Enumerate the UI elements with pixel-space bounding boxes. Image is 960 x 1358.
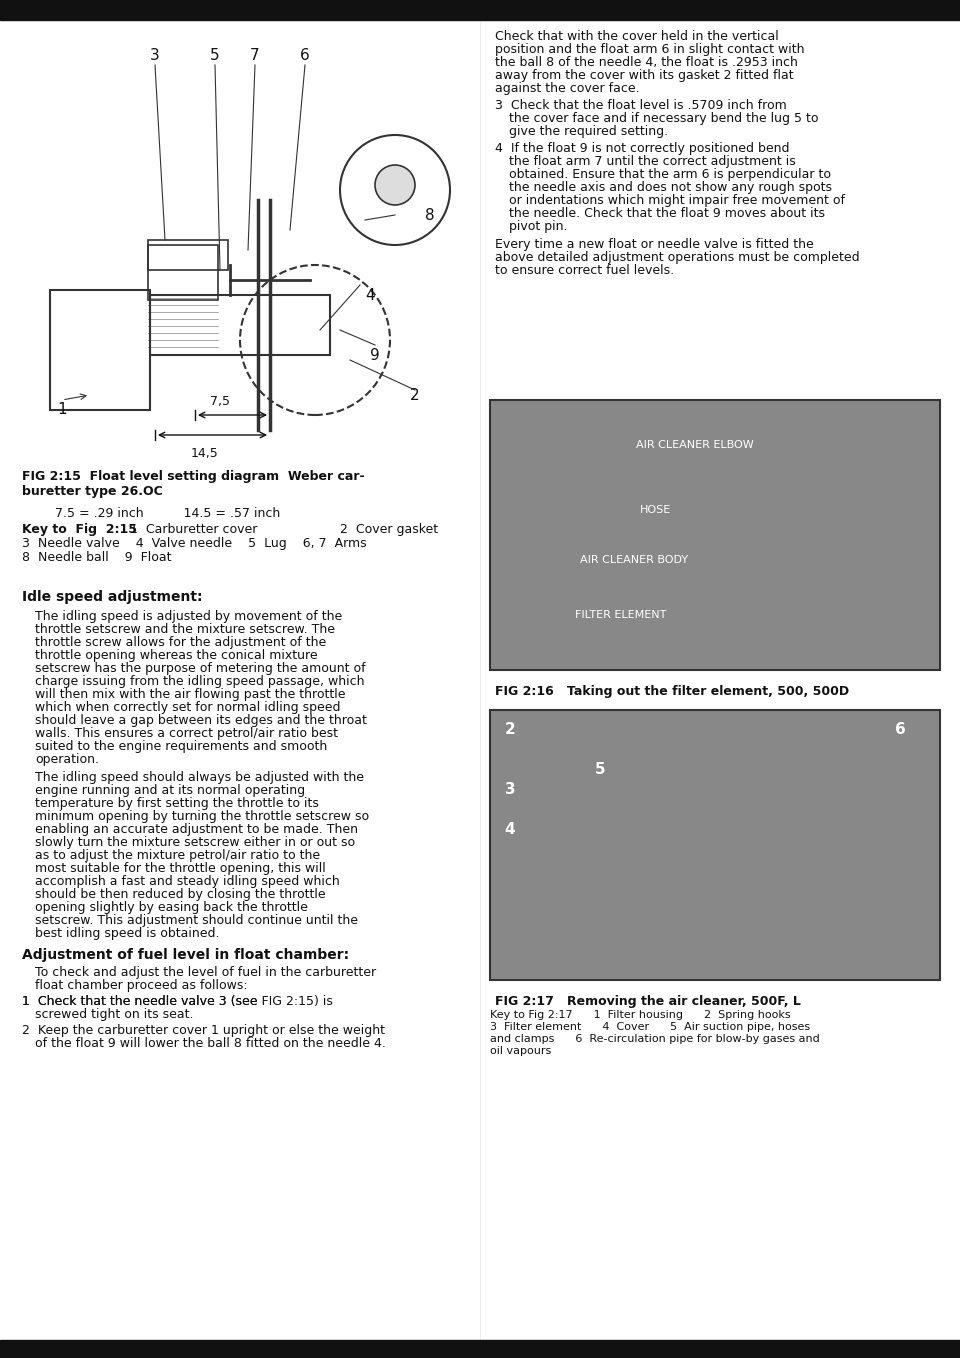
- Text: setscrew. This adjustment should continue until the: setscrew. This adjustment should continu…: [35, 914, 358, 928]
- Text: 4  If the float 9 is not correctly positioned bend: 4 If the float 9 is not correctly positi…: [495, 143, 789, 155]
- Text: pivot pin.: pivot pin.: [509, 220, 567, 234]
- Text: as to adjust the mixture petrol/air ratio to the: as to adjust the mixture petrol/air rati…: [35, 849, 320, 862]
- Text: FIG 2:16   Taking out the filter element, 500, 500D: FIG 2:16 Taking out the filter element, …: [495, 684, 850, 698]
- Text: The idling speed is adjusted by movement of the: The idling speed is adjusted by movement…: [35, 610, 343, 623]
- Text: carmanualsonline.info: carmanualsonline.info: [426, 1344, 534, 1355]
- Text: 1  Carburetter cover: 1 Carburetter cover: [130, 523, 257, 536]
- Text: To check and adjust the level of fuel in the carburetter: To check and adjust the level of fuel in…: [35, 966, 376, 979]
- Text: the float arm 7 until the correct adjustment is: the float arm 7 until the correct adjust…: [509, 155, 796, 168]
- Text: Check that with the cover held in the vertical: Check that with the cover held in the ve…: [495, 30, 779, 43]
- Text: float chamber proceed as follows:: float chamber proceed as follows:: [35, 979, 248, 991]
- Text: to ensure correct fuel levels.: to ensure correct fuel levels.: [495, 263, 674, 277]
- Text: throttle setscrew and the mixture setscrew. The: throttle setscrew and the mixture setscr…: [35, 623, 335, 636]
- Text: throttle screw allows for the adjustment of the: throttle screw allows for the adjustment…: [35, 636, 326, 649]
- Text: 4: 4: [365, 288, 374, 303]
- Text: obtained. Ensure that the arm 6 is perpendicular to: obtained. Ensure that the arm 6 is perpe…: [509, 168, 831, 181]
- Text: suited to the engine requirements and smooth: suited to the engine requirements and sm…: [35, 740, 327, 752]
- Text: will then mix with the air flowing past the throttle: will then mix with the air flowing past …: [35, 689, 346, 701]
- Bar: [0, 0, 960, 20]
- Bar: [148, 244, 218, 300]
- Text: 3  Filter element      4  Cover      5  Air suction pipe, hoses: 3 Filter element 4 Cover 5 Air suction p…: [490, 1023, 810, 1032]
- Text: 2  Cover gasket: 2 Cover gasket: [340, 523, 438, 536]
- Text: above detailed adjustment operations must be completed: above detailed adjustment operations mus…: [495, 251, 859, 263]
- Text: opening slightly by easing back the throttle: opening slightly by easing back the thro…: [35, 900, 308, 914]
- Text: Key to  Fig  2:15: Key to Fig 2:15: [22, 523, 137, 536]
- Text: the needle. Check that the float 9 moves about its: the needle. Check that the float 9 moves…: [509, 206, 825, 220]
- Text: slowly turn the mixture setscrew either in or out so: slowly turn the mixture setscrew either …: [35, 837, 355, 849]
- Text: oil vapours: oil vapours: [490, 1046, 551, 1057]
- Text: FIG 2:17   Removing the air cleaner, 500F, L: FIG 2:17 Removing the air cleaner, 500F,…: [495, 995, 801, 1008]
- Text: 2  Keep the carburetter cover 1 upright or else the weight: 2 Keep the carburetter cover 1 upright o…: [22, 1024, 385, 1038]
- Text: setscrew has the purpose of metering the amount of: setscrew has the purpose of metering the…: [35, 661, 366, 675]
- Text: the needle axis and does not show any rough spots: the needle axis and does not show any ro…: [509, 181, 832, 194]
- Text: F500: F500: [20, 1344, 51, 1358]
- Text: 1  Check that the needle valve 3 (see: 1 Check that the needle valve 3 (see: [22, 995, 261, 1008]
- Bar: [490, 401, 940, 669]
- Text: AIR CLEANER BODY: AIR CLEANER BODY: [580, 555, 688, 565]
- Text: 3: 3: [150, 48, 160, 62]
- Text: temperature by first setting the throttle to its: temperature by first setting the throttl…: [35, 797, 319, 809]
- Text: 4: 4: [505, 823, 516, 838]
- Bar: [50, 291, 150, 410]
- Text: screwed tight on its seat.: screwed tight on its seat.: [35, 1008, 194, 1021]
- Text: 3  Check that the float level is .5709 inch from: 3 Check that the float level is .5709 in…: [495, 99, 787, 111]
- Text: FIG 2:15  Float level setting diagram  Weber car-
buretter type 26.OC: FIG 2:15 Float level setting diagram Web…: [22, 470, 365, 498]
- Text: Idle speed adjustment:: Idle speed adjustment:: [22, 589, 203, 604]
- Text: most suitable for the throttle opening, this will: most suitable for the throttle opening, …: [35, 862, 325, 875]
- Text: and clamps      6  Re-circulation pipe for blow-by gases and: and clamps 6 Re-circulation pipe for blo…: [490, 1033, 820, 1044]
- Text: against the cover face.: against the cover face.: [495, 81, 639, 95]
- Text: away from the cover with its gasket 2 fitted flat: away from the cover with its gasket 2 fi…: [495, 69, 794, 81]
- Text: throttle opening whereas the conical mixture: throttle opening whereas the conical mix…: [35, 649, 318, 661]
- Text: 43: 43: [924, 1344, 940, 1358]
- Text: HOSE: HOSE: [640, 505, 671, 515]
- Text: of the float 9 will lower the ball 8 fitted on the needle 4.: of the float 9 will lower the ball 8 fit…: [35, 1038, 386, 1050]
- Bar: [148, 240, 228, 270]
- Text: should be then reduced by closing the throttle: should be then reduced by closing the th…: [35, 888, 325, 900]
- Text: position and the float arm 6 in slight contact with: position and the float arm 6 in slight c…: [495, 43, 804, 56]
- Text: 6: 6: [895, 722, 905, 737]
- Text: 7.5 = .29 inch          14.5 = .57 inch: 7.5 = .29 inch 14.5 = .57 inch: [55, 507, 280, 520]
- Text: give the required setting.: give the required setting.: [509, 125, 668, 139]
- Text: The idling speed should always be adjusted with the: The idling speed should always be adjust…: [35, 771, 364, 784]
- Text: walls. This ensures a correct petrol/air ratio best: walls. This ensures a correct petrol/air…: [35, 727, 338, 740]
- Text: minimum opening by turning the throttle setscrew so: minimum opening by turning the throttle …: [35, 809, 370, 823]
- Text: 2: 2: [505, 722, 516, 737]
- Text: 5: 5: [594, 762, 606, 778]
- Text: should leave a gap between its edges and the throat: should leave a gap between its edges and…: [35, 714, 367, 727]
- Text: 8  Needle ball    9  Float: 8 Needle ball 9 Float: [22, 551, 172, 564]
- Text: accomplish a fast and steady idling speed which: accomplish a fast and steady idling spee…: [35, 875, 340, 888]
- Text: operation.: operation.: [35, 752, 99, 766]
- Bar: [0, 1340, 960, 1358]
- Text: Key to Fig 2:17      1  Filter housing      2  Spring hooks: Key to Fig 2:17 1 Filter housing 2 Sprin…: [490, 1010, 791, 1020]
- Text: or indentations which might impair free movement of: or indentations which might impair free …: [509, 194, 845, 206]
- Text: engine running and at its normal operating: engine running and at its normal operati…: [35, 784, 305, 797]
- Text: 3: 3: [505, 782, 516, 797]
- Text: Every time a new float or needle valve is fitted the: Every time a new float or needle valve i…: [495, 238, 814, 251]
- Circle shape: [375, 166, 415, 205]
- Text: charge issuing from the idling speed passage, which: charge issuing from the idling speed pas…: [35, 675, 365, 689]
- Text: 1  Check that the needle valve 3 (see FIG 2:15) is: 1 Check that the needle valve 3 (see FIG…: [22, 995, 333, 1008]
- Text: 7: 7: [251, 48, 260, 62]
- Text: 2: 2: [410, 387, 420, 402]
- Text: 3  Needle valve    4  Valve needle    5  Lug    6, 7  Arms: 3 Needle valve 4 Valve needle 5 Lug 6, 7…: [22, 536, 367, 550]
- Text: 1: 1: [58, 402, 67, 417]
- Text: 9: 9: [371, 348, 380, 363]
- Text: 8: 8: [425, 208, 435, 223]
- Text: AIR CLEANER ELBOW: AIR CLEANER ELBOW: [636, 440, 754, 449]
- Text: 6: 6: [300, 48, 310, 62]
- Text: the cover face and if necessary bend the lug 5 to: the cover face and if necessary bend the…: [509, 111, 819, 125]
- Text: best idling speed is obtained.: best idling speed is obtained.: [35, 928, 220, 940]
- Text: Adjustment of fuel level in float chamber:: Adjustment of fuel level in float chambe…: [22, 948, 349, 961]
- Text: 14,5: 14,5: [191, 447, 219, 460]
- Text: the ball 8 of the needle 4, the float is .2953 inch: the ball 8 of the needle 4, the float is…: [495, 56, 798, 69]
- Text: which when correctly set for normal idling speed: which when correctly set for normal idli…: [35, 701, 341, 714]
- Bar: [150, 295, 330, 354]
- Bar: [490, 710, 940, 980]
- Text: enabling an accurate adjustment to be made. Then: enabling an accurate adjustment to be ma…: [35, 823, 358, 837]
- Text: 5: 5: [210, 48, 220, 62]
- Text: FILTER ELEMENT: FILTER ELEMENT: [575, 610, 666, 621]
- Text: 7,5: 7,5: [210, 395, 230, 407]
